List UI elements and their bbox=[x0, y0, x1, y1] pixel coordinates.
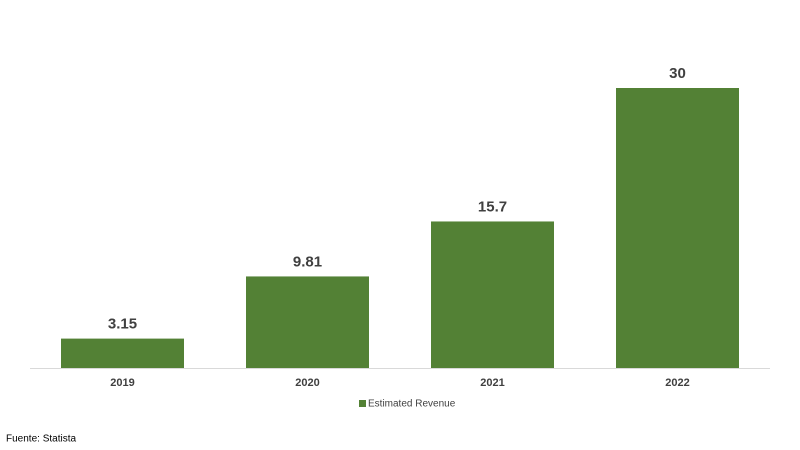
legend-swatch bbox=[359, 400, 366, 407]
x-tick-label: 2022 bbox=[665, 377, 689, 389]
bar bbox=[61, 338, 184, 368]
bar bbox=[431, 221, 554, 368]
bar bbox=[616, 88, 739, 368]
data-label: 30 bbox=[669, 65, 686, 82]
legend-label: Estimated Revenue bbox=[368, 399, 456, 410]
x-tick-label: 2021 bbox=[480, 377, 504, 389]
source: Fuente: Statista bbox=[6, 434, 76, 445]
x-tick-label: 2019 bbox=[110, 377, 134, 389]
data-label: 15.7 bbox=[478, 198, 507, 215]
bar bbox=[246, 276, 369, 368]
data-label: 9.81 bbox=[293, 253, 322, 270]
data-label: 3.15 bbox=[108, 316, 137, 333]
x-tick-label: 2020 bbox=[295, 377, 319, 389]
